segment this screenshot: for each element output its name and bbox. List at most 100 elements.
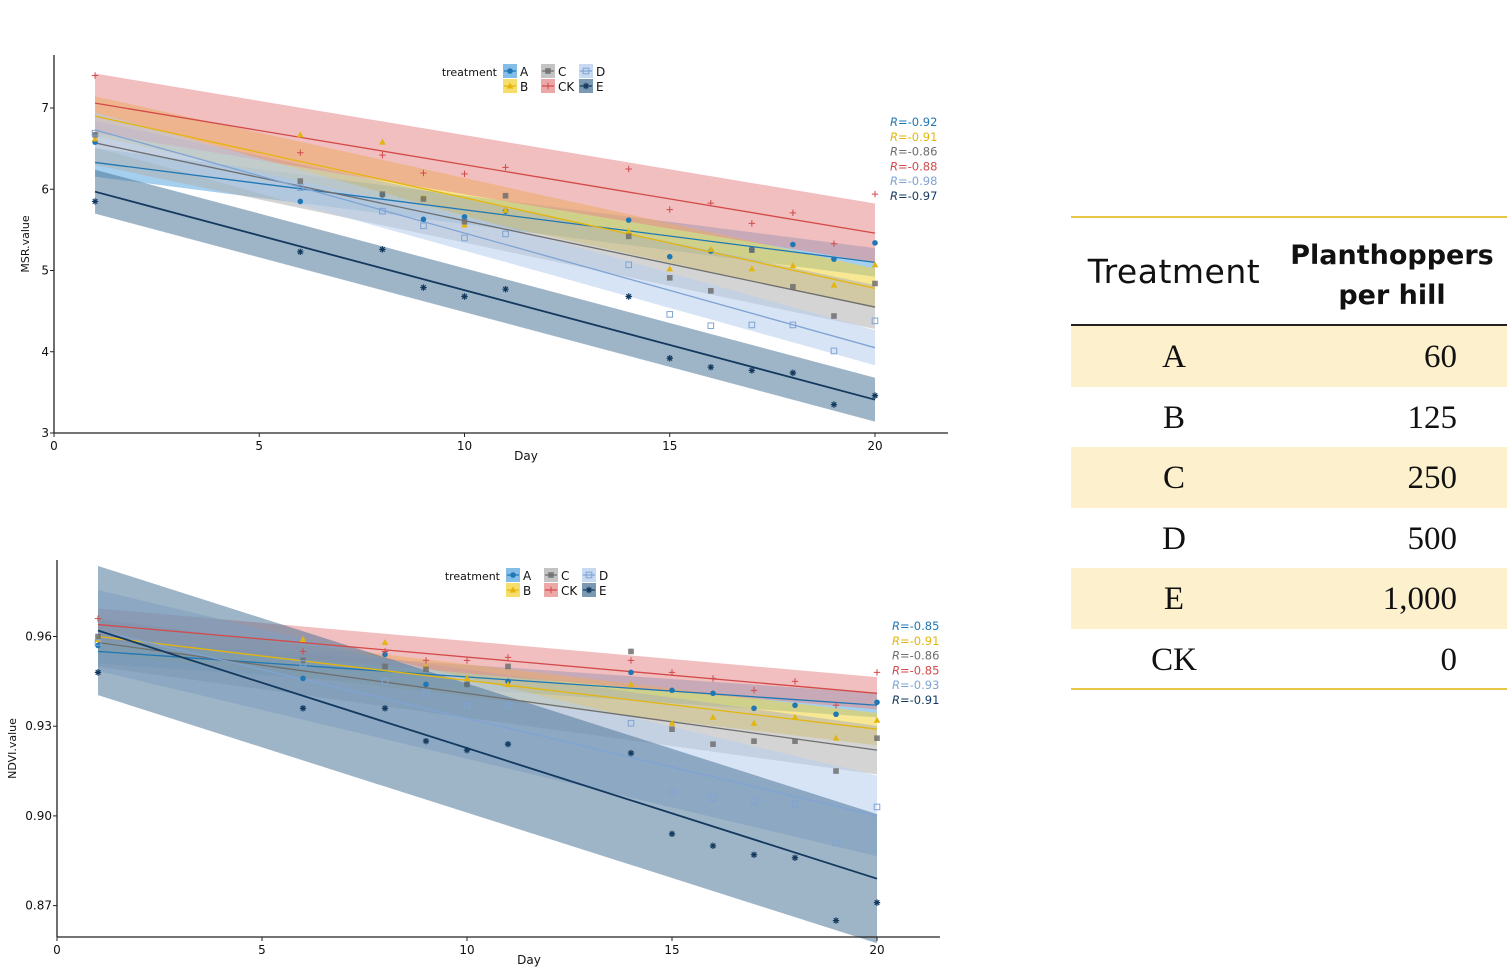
fit-line-c bbox=[97, 641, 878, 751]
cell-treatment: E bbox=[1163, 581, 1185, 617]
point-b bbox=[299, 635, 307, 642]
table-row: E 1,000 bbox=[1071, 568, 1507, 629]
x-tick-label: 20 bbox=[867, 439, 882, 453]
point-a bbox=[790, 241, 796, 248]
point-d bbox=[94, 639, 102, 646]
point-b bbox=[832, 734, 840, 741]
legend-marker-ck bbox=[547, 586, 555, 594]
point-ck bbox=[379, 151, 386, 159]
r-labels: R=-0.85R=-0.91R=-0.86R=-0.85R=-0.93R=-0.… bbox=[892, 619, 939, 707]
fit-line-c bbox=[94, 142, 876, 308]
point-d bbox=[91, 129, 99, 137]
point-ck bbox=[666, 206, 673, 213]
point-c bbox=[461, 218, 468, 225]
legend-marker-ck bbox=[544, 82, 552, 90]
y-tick-label: 4 bbox=[41, 345, 49, 359]
y-tick-label: 3 bbox=[41, 426, 49, 440]
legend-label-e: E bbox=[596, 80, 604, 94]
r-label-c: R=-0.86 bbox=[892, 649, 939, 663]
point-b bbox=[297, 131, 304, 138]
r-label-c: R=-0.86 bbox=[890, 145, 937, 159]
point-d bbox=[381, 678, 389, 685]
point-d bbox=[873, 803, 881, 811]
point-d bbox=[502, 230, 509, 238]
point-a bbox=[872, 240, 878, 246]
point-b bbox=[381, 638, 389, 645]
cell-planthoppers: 1,000 bbox=[1382, 581, 1457, 617]
point-d bbox=[379, 207, 386, 215]
point-e bbox=[627, 749, 635, 757]
cell-treatment: C bbox=[1162, 460, 1185, 496]
point-a bbox=[420, 216, 427, 223]
legend-title: treatment bbox=[442, 66, 498, 79]
cell-treatment: D bbox=[1162, 520, 1186, 557]
table-row: C 250 bbox=[1071, 447, 1507, 508]
point-c bbox=[874, 735, 880, 741]
x-tick-label: 10 bbox=[459, 943, 474, 957]
point-a bbox=[710, 690, 716, 697]
point-b bbox=[830, 281, 838, 288]
fit-line-b bbox=[94, 115, 876, 290]
point-e bbox=[750, 851, 758, 858]
r-label-b: R=-0.91 bbox=[890, 130, 937, 144]
table-header: Treatment Planthoppers per hill bbox=[1071, 218, 1507, 326]
point-ck bbox=[504, 654, 512, 661]
point-e bbox=[791, 854, 799, 861]
x-axis-label: Day bbox=[517, 953, 541, 967]
table-row: B 125 bbox=[1071, 387, 1507, 448]
y-axis-label: MSR.value bbox=[19, 215, 32, 272]
point-e bbox=[299, 705, 307, 712]
cell-planthoppers: 500 bbox=[1407, 520, 1458, 557]
point-a bbox=[751, 705, 757, 712]
point-d bbox=[420, 222, 427, 230]
fit-line-ck bbox=[94, 102, 876, 234]
point-a bbox=[792, 702, 798, 709]
point-ck bbox=[420, 169, 427, 177]
r-labels: R=-0.92R=-0.91R=-0.86R=-0.88R=-0.98R=-0.… bbox=[890, 115, 937, 203]
point-b bbox=[463, 674, 471, 681]
fit-line-e bbox=[97, 629, 878, 880]
point-d bbox=[625, 261, 633, 269]
point-e bbox=[422, 737, 430, 745]
point-a bbox=[666, 253, 673, 260]
table-row: A 60 bbox=[1071, 326, 1507, 387]
point-b bbox=[91, 135, 99, 142]
point-d bbox=[709, 794, 717, 802]
point-e bbox=[871, 392, 879, 399]
point-a bbox=[423, 681, 429, 688]
point-c bbox=[792, 738, 798, 744]
point-e bbox=[461, 293, 468, 300]
point-c bbox=[92, 132, 98, 138]
r-label-b: R=-0.91 bbox=[892, 634, 939, 648]
fit-line-ck bbox=[97, 623, 878, 694]
fit-line-b bbox=[97, 635, 878, 730]
legend-marker-d bbox=[585, 571, 593, 579]
table-row: D 500 bbox=[1071, 508, 1507, 569]
point-ck bbox=[791, 678, 799, 685]
point-c bbox=[502, 192, 509, 199]
x-tick-label: 0 bbox=[50, 439, 58, 453]
point-c bbox=[790, 283, 796, 290]
point-a bbox=[874, 699, 880, 706]
legend-marker-e bbox=[582, 82, 590, 90]
data-points bbox=[94, 615, 881, 924]
point-d bbox=[297, 184, 304, 191]
r-label-a: R=-0.85 bbox=[892, 619, 939, 633]
legend-label-c: C bbox=[561, 569, 569, 583]
fit-line-e bbox=[94, 190, 876, 401]
legend-title: treatment bbox=[445, 570, 501, 583]
legend-label-d: D bbox=[599, 569, 608, 583]
point-e bbox=[625, 293, 632, 300]
point-ck bbox=[707, 199, 714, 207]
point-b bbox=[707, 245, 715, 252]
point-c bbox=[297, 178, 304, 184]
point-ck bbox=[91, 72, 99, 79]
fit-lines bbox=[97, 623, 878, 880]
legend-label-e: E bbox=[599, 584, 607, 598]
point-e bbox=[668, 830, 676, 838]
point-e bbox=[502, 285, 509, 293]
table-row: CK 0 bbox=[1071, 629, 1507, 690]
fit-line-d bbox=[94, 129, 876, 349]
header-planthoppers-line1: Planthoppers bbox=[1290, 240, 1494, 271]
point-ck bbox=[381, 648, 389, 655]
